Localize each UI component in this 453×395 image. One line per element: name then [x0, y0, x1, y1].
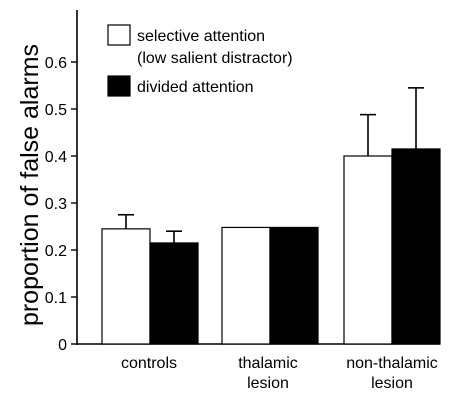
- category-label: controls: [121, 355, 177, 372]
- bar-selective: [101, 228, 151, 345]
- bar-divided: [391, 148, 441, 345]
- y-tick-label: 0.2: [45, 243, 67, 260]
- y-tick-label: 0.3: [45, 196, 67, 213]
- bar-selective: [343, 155, 393, 345]
- bar-divided: [269, 226, 319, 345]
- legend-swatch: [107, 75, 131, 97]
- bars: [101, 148, 441, 345]
- category-label: thalamic: [238, 355, 298, 372]
- y-tick-label: 0.6: [45, 55, 67, 72]
- y-tick-label: 0.4: [45, 149, 67, 166]
- category-labels: controls thalamic lesion non-thalamic lesion: [121, 355, 438, 392]
- y-tick-label: 0.5: [45, 102, 67, 119]
- bar-selective: [221, 226, 271, 345]
- y-tick-label: 0.1: [45, 290, 67, 307]
- legend-swatch: [107, 24, 131, 46]
- category-label: lesion: [371, 375, 413, 392]
- legend-label: selective attention: [137, 28, 265, 45]
- error-bars: [118, 87, 424, 243]
- y-ticks: 0 0.1 0.2 0.3 0.4 0.5 0.6: [45, 55, 77, 354]
- category-label: non-thalamic: [346, 355, 438, 372]
- y-axis-label: proportion of false alarms: [16, 44, 44, 326]
- y-tick-label: 0: [58, 337, 67, 354]
- legend: selective attention (low salient distract…: [107, 24, 293, 97]
- legend-label: (low salient distractor): [137, 50, 293, 67]
- category-label: lesion: [247, 375, 289, 392]
- legend-label: divided attention: [137, 79, 254, 96]
- bar-divided: [149, 242, 199, 345]
